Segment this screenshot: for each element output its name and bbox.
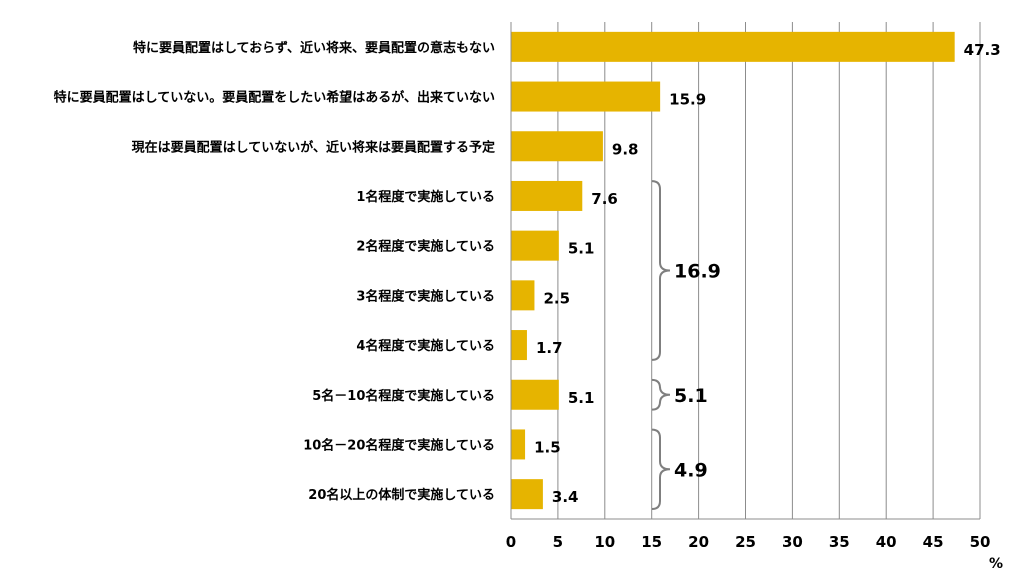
data-label: 9.8 — [612, 140, 639, 158]
category-label: 1名程度で実施している — [356, 189, 495, 205]
x-tick-label: 10 — [594, 533, 615, 551]
x-tick-label: 35 — [829, 533, 850, 551]
data-label: 1.5 — [534, 438, 561, 456]
data-label: 47.3 — [964, 41, 1001, 59]
data-label: 5.1 — [568, 389, 595, 407]
bar — [511, 81, 661, 112]
data-label: 2.5 — [543, 289, 570, 307]
category-label: 5名－10名程度で実施している — [312, 388, 495, 404]
group-brace — [651, 180, 671, 361]
bars — [511, 31, 955, 510]
data-label: 1.7 — [536, 339, 563, 357]
group-brace — [651, 378, 671, 411]
bar — [511, 429, 526, 460]
x-tick-label: 45 — [923, 533, 944, 551]
category-label: 20名以上の体制で実施している — [308, 487, 495, 503]
x-tick-label: 15 — [641, 533, 662, 551]
group-braces: 16.9 5.1 4.9 — [651, 180, 721, 510]
category-label: 3名程度で実施している — [356, 288, 495, 304]
category-label: 2名程度で実施している — [356, 239, 495, 255]
x-tick-label: 25 — [735, 533, 756, 551]
bar — [511, 31, 955, 62]
x-tick-label: 50 — [970, 533, 991, 551]
group-total-label: 16.9 — [674, 261, 721, 283]
bar — [511, 280, 535, 311]
axes — [510, 22, 980, 520]
group-total-label: 5.1 — [674, 385, 708, 407]
x-tick-label: 20 — [688, 533, 709, 551]
group-brace — [651, 428, 671, 510]
bar — [511, 180, 583, 211]
data-label: 15.9 — [669, 91, 706, 109]
x-tick-label: 5 — [553, 533, 563, 551]
x-tick-label: 0 — [506, 533, 516, 551]
bar — [511, 379, 559, 410]
group-total-label: 4.9 — [674, 459, 708, 481]
bar — [511, 230, 559, 261]
labels: 0 5 10 15 20 25 30 35 40 45 50 特に要員配置はしておらず、近い将来、要員… — [54, 40, 1001, 551]
data-label: 5.1 — [568, 240, 595, 258]
bar — [511, 479, 543, 510]
category-label: 特に要員配置はしておらず、近い将来、要員配置の意志もない — [133, 40, 495, 56]
bar — [511, 131, 603, 162]
category-label: 現在は要員配置はしていないが、近い将来は要員配置する予定 — [132, 139, 495, 155]
bar — [511, 330, 527, 361]
category-label: 特に要員配置はしていない。要員配置をしたい希望はあるが、出来ていない — [54, 90, 495, 106]
x-tick-label: 40 — [876, 533, 897, 551]
x-tick-label: 30 — [782, 533, 803, 551]
data-label: 3.4 — [552, 488, 579, 506]
data-label: 7.6 — [591, 190, 618, 208]
x-axis-unit: % — [989, 556, 1003, 572]
category-label: 4名程度で実施している — [356, 338, 495, 354]
category-label: 10名－20名程度で実施している — [303, 437, 495, 453]
